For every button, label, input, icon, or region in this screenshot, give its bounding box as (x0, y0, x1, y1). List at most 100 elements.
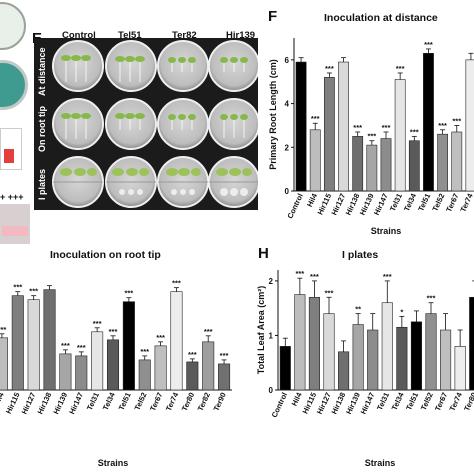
y-tick-label: 0 (285, 187, 290, 196)
bar-ter74 (465, 59, 474, 192)
bar-hir115 (11, 295, 24, 391)
bar-tel51 (122, 301, 135, 391)
significance-label: *** (438, 121, 447, 130)
bar-ter67 (440, 329, 452, 391)
x-tick-label: Hil4 (305, 191, 319, 208)
significance-label: *** (0, 325, 6, 334)
bar-hir138 (338, 351, 350, 391)
significance-label: *** (204, 327, 213, 336)
significance-label: *** (93, 319, 102, 328)
y-tick-label: 1 (269, 331, 274, 340)
panel-h-title: I plates (342, 249, 379, 261)
chart-g: ***Hil4***Hir115***Hir127Hir138***Hir139… (0, 279, 232, 468)
bar-hir115 (323, 77, 335, 192)
significance-label: *** (353, 123, 362, 132)
bar-tel52 (425, 313, 437, 391)
significance-label: *** (220, 351, 229, 360)
bar-hir138 (43, 289, 56, 391)
significance-label: *** (295, 269, 304, 278)
x-tick-label: Ter80 (462, 391, 474, 412)
bar-ter90 (218, 363, 231, 391)
bar-tel51 (410, 321, 422, 391)
petri-thumbnail-green (0, 60, 28, 110)
bar-tel31 (394, 79, 406, 192)
significance-label: *** (325, 288, 334, 297)
bar-hir127 (323, 313, 335, 391)
significance-label: *** (410, 127, 419, 136)
x-tick-label: Hil4 (0, 390, 6, 407)
y-tick-label: 6 (285, 56, 290, 65)
x-tick-label: Hil4 (290, 390, 304, 407)
bar-hir127 (27, 299, 40, 391)
bar-ter67 (451, 131, 463, 192)
bar-hir147 (367, 329, 379, 391)
x-tick-label: Tel34 (101, 390, 117, 411)
panel-f-title: Inoculation at distance (324, 12, 438, 24)
significance-label: *** (452, 116, 461, 125)
bar-hir138 (352, 136, 364, 192)
bar-tel34 (408, 140, 420, 192)
bar-ter67 (154, 345, 167, 391)
bar-ter82 (202, 341, 215, 391)
photo-col-ter82: Ter82 (172, 30, 197, 41)
chart-f: 0246Control***Hil4***Hir115Hir127***Hir1… (268, 38, 474, 236)
y-tick-label: 2 (285, 143, 290, 152)
significance-label: * (400, 307, 403, 316)
significance-label: *** (310, 272, 319, 281)
significance-label: *** (382, 123, 391, 132)
bar-control (295, 61, 307, 192)
bar-ter80 (469, 296, 474, 391)
bar-tel52 (138, 359, 151, 391)
significance-label: *** (383, 272, 392, 281)
bar-tel34 (106, 339, 120, 391)
x-axis-label: Strains (98, 458, 129, 468)
petri-thumbnail-top (0, 2, 26, 50)
x-tick-label: Ter82 (196, 391, 212, 412)
left-edge-panels: + +++ (0, 0, 30, 244)
significance-label: *** (13, 283, 22, 292)
significance-label: *** (61, 341, 70, 350)
plus-marks: + +++ (0, 192, 24, 202)
x-tick-label: Hir147 (67, 391, 85, 416)
dish-row-at-distance (52, 40, 260, 92)
bar-hil4 (294, 294, 306, 391)
significance-label: *** (396, 64, 405, 73)
significance-label: *** (109, 327, 118, 336)
panel-h-letter: H (258, 245, 269, 262)
photo-col-hir139: Hir139 (226, 30, 256, 41)
bar-hil4 (309, 129, 321, 192)
chart-h: 012Control***Hil4***Hir115***Hir127Hir13… (256, 269, 474, 468)
well-strip (0, 204, 30, 244)
y-tick-label: 4 (285, 100, 290, 109)
x-tick-label: Tel51 (404, 391, 420, 412)
bar-tel52 (437, 133, 449, 192)
bar-hir139 (352, 324, 364, 391)
x-tick-label: Ter67 (148, 391, 164, 412)
row-label-at-distance: At distance (37, 47, 47, 96)
x-tick-label: Tel51 (117, 391, 133, 412)
dish-row-on-root-tip (52, 98, 260, 150)
x-tick-label: Tel31 (85, 391, 101, 412)
dish-row-i-plates (52, 156, 260, 208)
row-label-i-plates: I plates (37, 168, 47, 200)
significance-label: *** (367, 132, 376, 141)
significance-label: *** (427, 294, 436, 303)
significance-label: *** (424, 40, 433, 49)
significance-label: *** (140, 347, 149, 356)
x-tick-label: Ter80 (180, 391, 196, 412)
significance-label: ** (355, 305, 361, 314)
significance-label: *** (311, 114, 320, 123)
photo-col-control: Control (62, 30, 96, 41)
significance-label: *** (29, 287, 38, 296)
x-axis-label: Strains (365, 458, 396, 468)
y-axis-label: Primary Root Length (cm) (268, 59, 278, 170)
bar-tel51 (423, 52, 434, 192)
x-axis-label: Strains (371, 226, 402, 236)
y-tick-label: 2 (269, 277, 274, 286)
bar-tel34 (396, 326, 408, 391)
significance-label: *** (172, 279, 181, 288)
row-label-on-root-tip: On root tip (37, 106, 47, 152)
bar-ter80 (186, 361, 199, 391)
x-tick-label: Ter74 (164, 390, 181, 412)
bar-hir147 (75, 355, 88, 391)
